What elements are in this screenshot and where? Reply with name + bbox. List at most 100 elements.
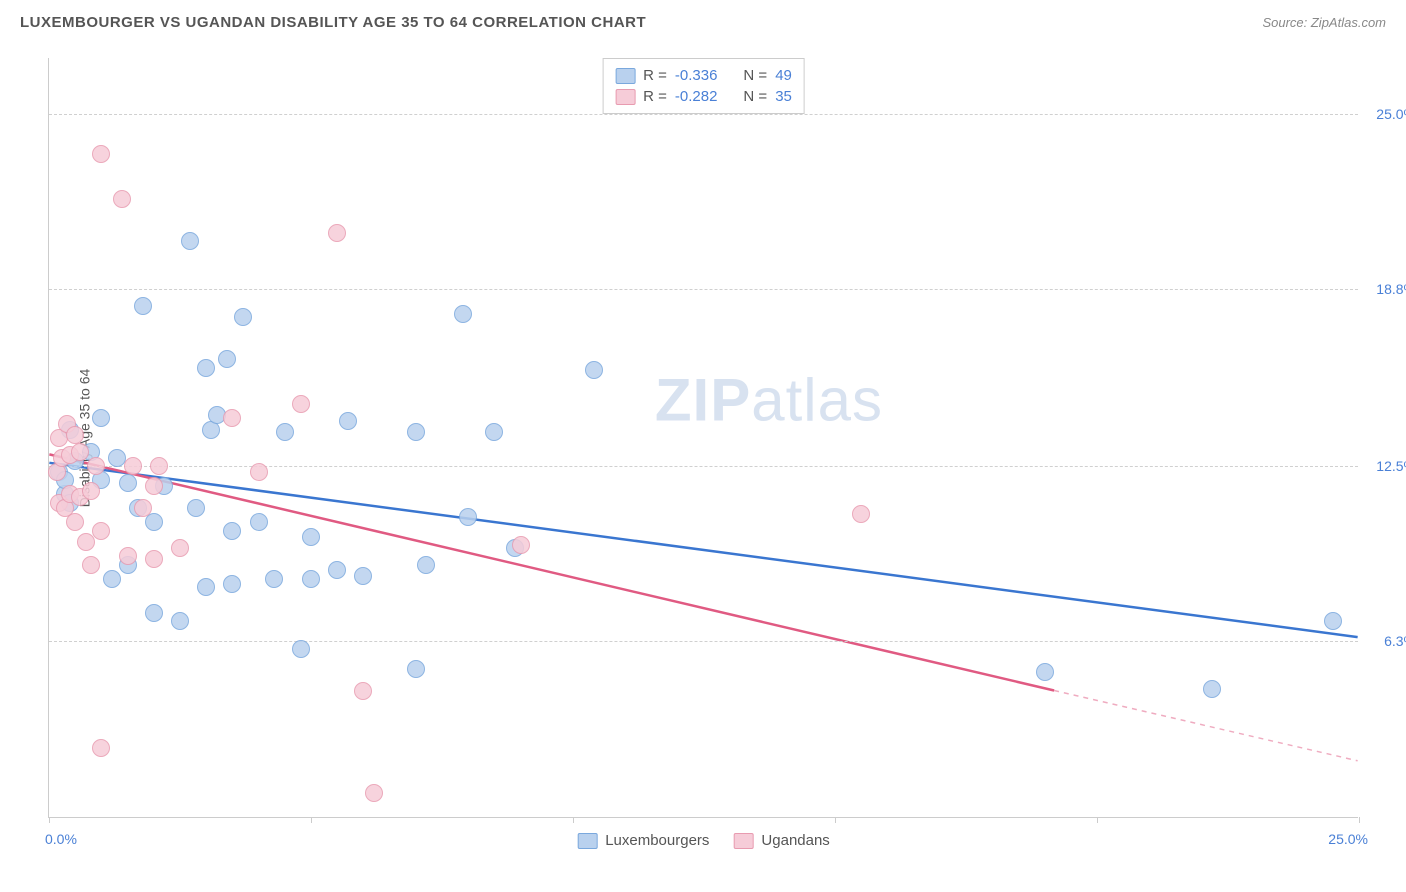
chart-header: LUXEMBOURGER VS UGANDAN DISABILITY AGE 3…	[0, 0, 1406, 41]
data-point	[145, 550, 163, 568]
y-tick-label: 6.3%	[1384, 633, 1406, 649]
x-min-label: 0.0%	[45, 831, 77, 847]
x-tick	[1359, 817, 1360, 823]
data-point	[223, 575, 241, 593]
data-point	[1203, 680, 1221, 698]
data-point	[407, 660, 425, 678]
data-point	[328, 224, 346, 242]
data-point	[66, 513, 84, 531]
gridline	[49, 114, 1358, 115]
data-point	[82, 482, 100, 500]
legend-r-label: R =	[643, 67, 667, 84]
data-point	[77, 533, 95, 551]
data-point	[145, 604, 163, 622]
y-tick-label: 18.8%	[1376, 281, 1406, 297]
data-point	[87, 457, 105, 475]
data-point	[1036, 663, 1054, 681]
legend-swatch	[577, 833, 597, 849]
data-point	[171, 612, 189, 630]
legend-stat-row: R =-0.282N =35	[615, 86, 792, 107]
data-point	[145, 477, 163, 495]
data-point	[250, 513, 268, 531]
data-point	[134, 499, 152, 517]
legend-swatch	[733, 833, 753, 849]
y-tick-label: 12.5%	[1376, 458, 1406, 474]
data-point	[103, 570, 121, 588]
gridline	[49, 466, 1358, 467]
y-tick-label: 25.0%	[1376, 106, 1406, 122]
x-tick	[573, 817, 574, 823]
data-point	[417, 556, 435, 574]
data-point	[92, 145, 110, 163]
data-point	[292, 640, 310, 658]
data-point	[223, 522, 241, 540]
data-point	[354, 567, 372, 585]
legend-r-value: -0.282	[675, 88, 718, 105]
watermark-bold: ZIP	[655, 366, 751, 433]
data-point	[512, 536, 530, 554]
legend-n-value: 49	[775, 67, 792, 84]
x-tick	[49, 817, 50, 823]
data-point	[71, 443, 89, 461]
data-point	[354, 682, 372, 700]
data-point	[223, 409, 241, 427]
legend-n-label: N =	[743, 88, 767, 105]
legend-swatch	[615, 68, 635, 84]
data-point	[292, 395, 310, 413]
chart-title: LUXEMBOURGER VS UGANDAN DISABILITY AGE 3…	[20, 14, 646, 31]
legend-r-value: -0.336	[675, 67, 718, 84]
data-point	[407, 423, 425, 441]
data-point	[302, 528, 320, 546]
x-max-label: 25.0%	[1328, 831, 1368, 847]
x-tick	[311, 817, 312, 823]
data-point	[119, 474, 137, 492]
data-point	[113, 190, 131, 208]
data-point	[82, 556, 100, 574]
data-point	[585, 361, 603, 379]
legend-swatch	[615, 89, 635, 105]
data-point	[328, 561, 346, 579]
data-point	[187, 499, 205, 517]
watermark: ZIPatlas	[655, 365, 883, 434]
legend-n-value: 35	[775, 88, 792, 105]
data-point	[218, 350, 236, 368]
gridline	[49, 289, 1358, 290]
data-point	[265, 570, 283, 588]
data-point	[181, 232, 199, 250]
data-point	[250, 463, 268, 481]
legend-n-label: N =	[743, 67, 767, 84]
data-point	[302, 570, 320, 588]
data-point	[92, 409, 110, 427]
legend-series: Luxembourgers Ugandans	[577, 832, 830, 849]
legend-series-item: Ugandans	[733, 832, 829, 849]
data-point	[485, 423, 503, 441]
data-point	[66, 426, 84, 444]
data-point	[459, 508, 477, 526]
chart-source: Source: ZipAtlas.com	[1262, 15, 1386, 30]
data-point	[119, 547, 137, 565]
trend-lines	[49, 58, 1358, 817]
legend-stat-row: R = -0.336 N = 49	[615, 65, 792, 86]
data-point	[365, 784, 383, 802]
data-point	[134, 297, 152, 315]
data-point	[150, 457, 168, 475]
data-point	[276, 423, 294, 441]
x-tick	[1097, 817, 1098, 823]
legend-stats: R = -0.336 N = 49R = -0.282 N = 35	[602, 58, 805, 114]
legend-series-label: Ugandans	[761, 832, 829, 849]
data-point	[124, 457, 142, 475]
data-point	[1324, 612, 1342, 630]
x-tick	[835, 817, 836, 823]
data-point	[197, 578, 215, 596]
gridline	[49, 641, 1358, 642]
data-point	[197, 359, 215, 377]
data-point	[339, 412, 357, 430]
watermark-rest: atlas	[751, 366, 883, 433]
data-point	[92, 739, 110, 757]
legend-series-label: Luxembourgers	[605, 832, 709, 849]
legend-series-item: Luxembourgers	[577, 832, 709, 849]
scatter-chart: Disability Age 35 to 64 ZIPatlas 6.3%12.…	[48, 58, 1358, 818]
data-point	[234, 308, 252, 326]
data-point	[852, 505, 870, 523]
data-point	[171, 539, 189, 557]
